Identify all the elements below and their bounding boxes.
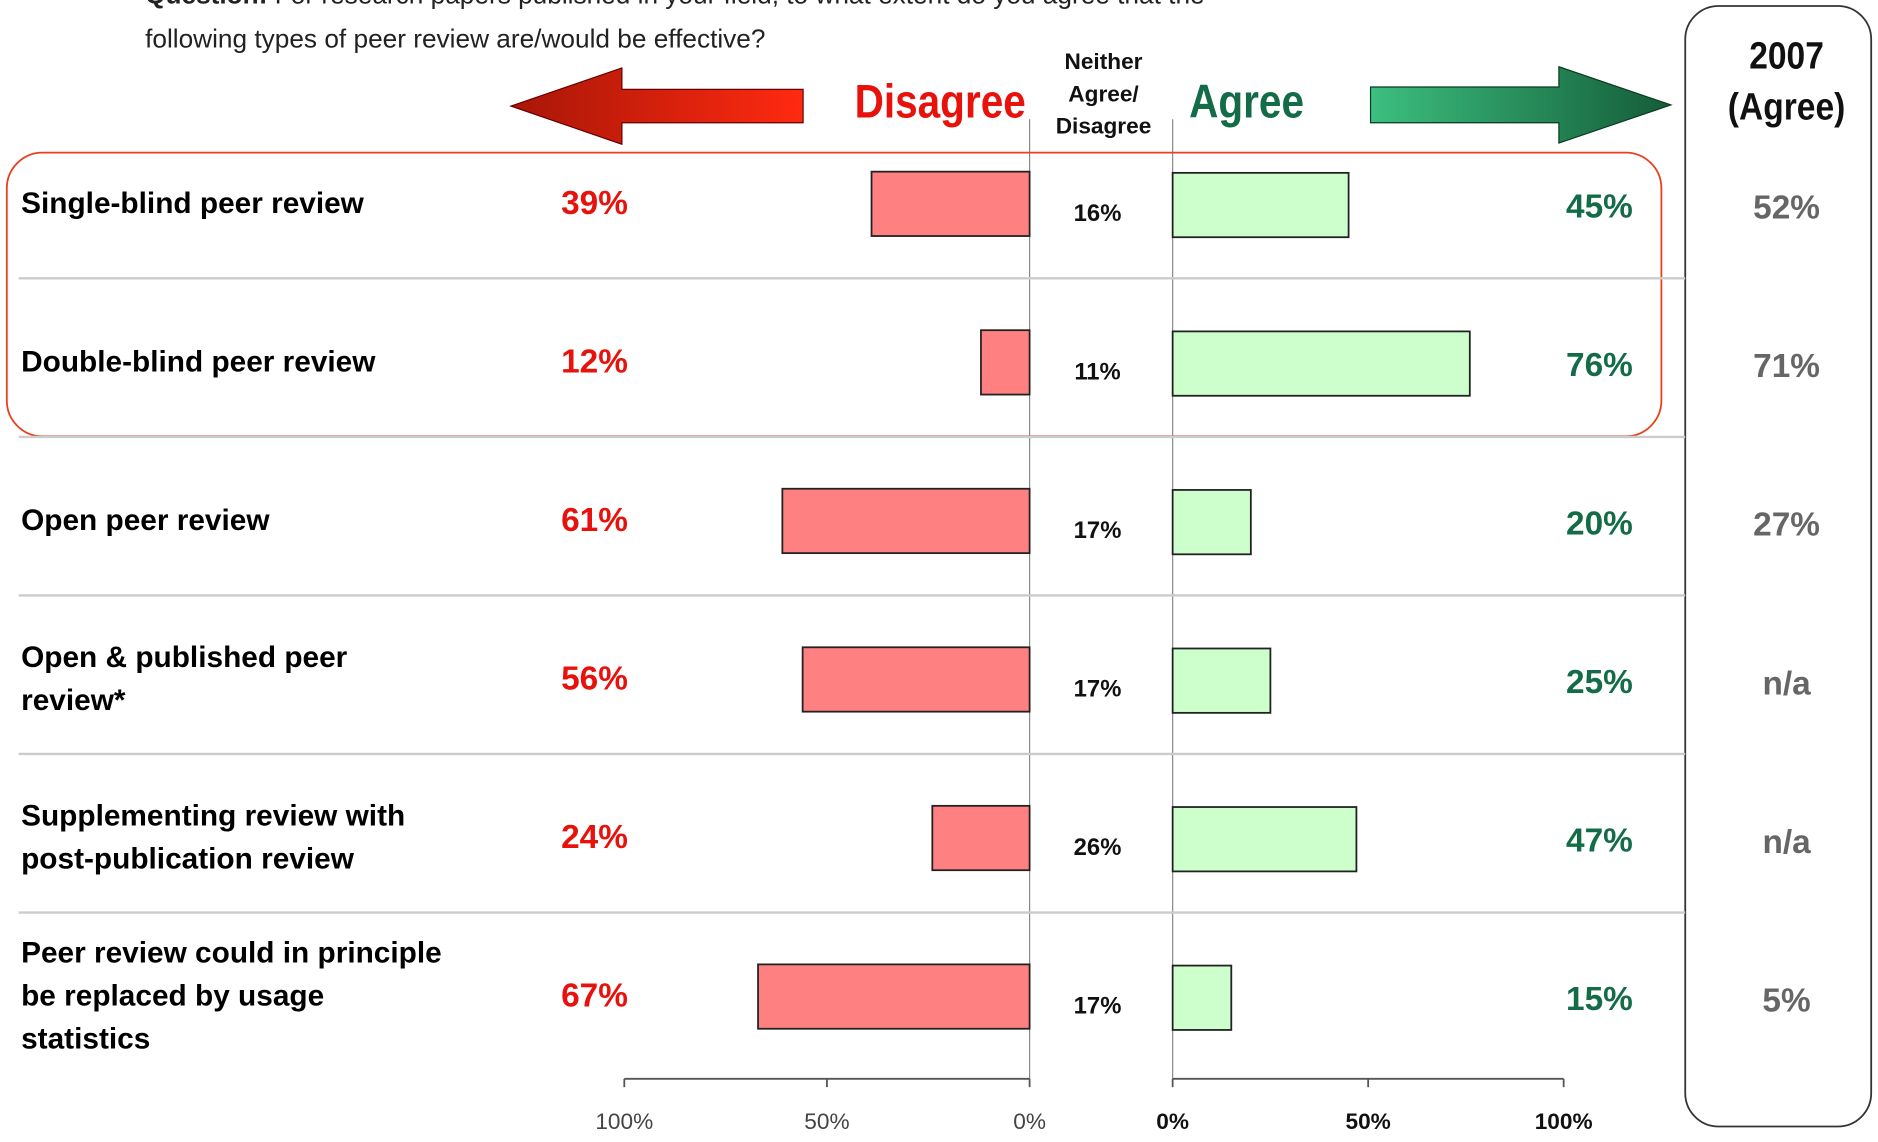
agree-label: 47%	[1566, 823, 1633, 860]
category-label: Double-blind peer review	[21, 345, 376, 378]
column-value: n/a	[1762, 824, 1811, 861]
column-value: 52%	[1753, 190, 1820, 227]
x-tick-label: 50%	[1345, 1109, 1390, 1134]
agree-label: 20%	[1566, 506, 1633, 543]
agree-bar	[1171, 647, 1272, 714]
neutral-label: 17%	[1074, 676, 1122, 703]
x-tick-label: 100%	[1535, 1109, 1593, 1134]
agree-bar	[1171, 489, 1252, 556]
disagree-bar	[801, 646, 1031, 713]
category-label: Open & published peer	[21, 641, 348, 674]
disagree-label: 24%	[561, 819, 628, 856]
x-tick-label: 50%	[804, 1109, 849, 1134]
series-header: Agree/	[1068, 81, 1139, 106]
category-label: Supplementing review with	[21, 800, 405, 833]
series-header: Disagree	[855, 75, 1026, 128]
agree-label: 25%	[1566, 664, 1633, 701]
disagree-label: 39%	[561, 185, 628, 222]
category-label: review*	[21, 684, 126, 717]
column-value: 5%	[1762, 982, 1810, 1019]
agree-label: 76%	[1566, 347, 1633, 384]
neutral-label: 26%	[1074, 834, 1122, 861]
disagree-label: 12%	[561, 343, 628, 380]
column-header: (Agree)	[1728, 85, 1845, 129]
disagree-arrow	[509, 67, 804, 146]
column-header: 2007	[1749, 33, 1824, 77]
neutral-label: 16%	[1074, 200, 1122, 227]
agree-bar	[1171, 171, 1350, 239]
column-value: 71%	[1753, 348, 1820, 385]
disagree-bar	[757, 963, 1031, 1030]
category-label: be replaced by usage	[21, 980, 324, 1013]
disagree-label: 67%	[561, 978, 628, 1015]
agree-bar	[1171, 964, 1233, 1031]
question: Question: For research papers published …	[145, 0, 1205, 9]
agree-bar	[1171, 330, 1471, 397]
category-label: Single-blind peer review	[21, 187, 365, 220]
category-label: Peer review could in principle	[21, 937, 442, 970]
column-value: 27%	[1753, 507, 1820, 544]
disagree-bar	[781, 487, 1031, 555]
series-header: Neither	[1065, 49, 1143, 74]
series-header: Agree	[1189, 75, 1304, 128]
disagree-bar	[931, 804, 1031, 872]
agree-label: 15%	[1566, 981, 1633, 1018]
x-tick-label: 0%	[1013, 1109, 1046, 1134]
x-tick-label: 0%	[1156, 1109, 1189, 1134]
agree-bar	[1171, 806, 1358, 873]
neutral-label: 17%	[1074, 517, 1122, 544]
disagree-label: 56%	[561, 660, 628, 697]
neutral-label: 11%	[1074, 358, 1120, 385]
question: following types of peer review are/would…	[145, 23, 765, 53]
agree-arrow	[1369, 65, 1673, 144]
series-header: Disagree	[1056, 114, 1152, 139]
disagree-bar	[980, 329, 1031, 396]
column-value: n/a	[1762, 665, 1811, 702]
category-label: post-publication review	[21, 843, 355, 876]
column-box	[1684, 5, 1873, 1128]
x-tick-label: 100%	[595, 1109, 653, 1134]
category-label: statistics	[21, 1023, 150, 1056]
category-label: Open peer review	[21, 504, 270, 537]
disagree-label: 61%	[561, 502, 628, 539]
disagree-bar	[870, 170, 1031, 237]
neutral-label: 17%	[1074, 993, 1122, 1020]
agree-label: 45%	[1566, 188, 1633, 225]
